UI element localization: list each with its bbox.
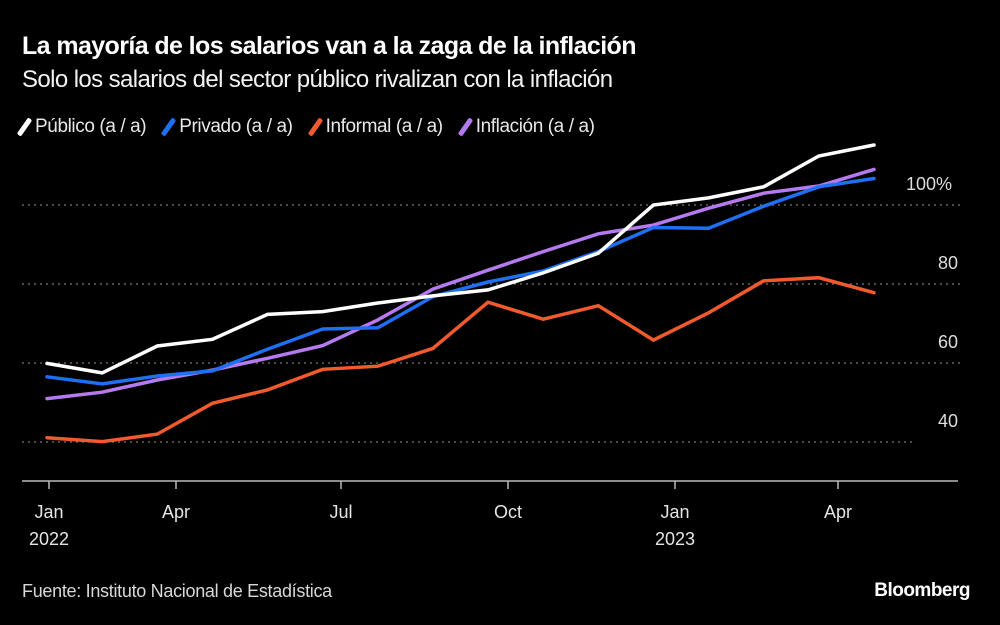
- series-line-informal: [45, 275, 876, 444]
- y-tick-label: 40: [938, 411, 958, 431]
- x-tick-label: Jul: [329, 502, 352, 522]
- x-tick-label: Jan: [34, 502, 63, 522]
- series-line-público: [45, 143, 876, 375]
- x-tick-label: Apr: [824, 502, 852, 522]
- bloomberg-logo: Bloomberg: [874, 580, 970, 601]
- legend-item-privado: Privado (a / a): [160, 116, 293, 138]
- chart-title: La mayoría de los salarios van a la zaga…: [22, 32, 636, 60]
- chart-subtitle: Solo los salarios del sector público riv…: [22, 66, 613, 93]
- x-tick-label: Oct: [494, 502, 522, 522]
- y-tick-label: 100%: [906, 174, 952, 194]
- x-tick-label: Apr: [162, 502, 190, 522]
- legend-item-inflacion: Inflación (a / a): [457, 116, 595, 138]
- series-line-privado: [45, 176, 876, 386]
- legend-label-privado: Privado (a / a): [179, 116, 293, 137]
- x-tick-year-label: 2023: [655, 529, 695, 549]
- source-note: Fuente: Instituto Nacional de Estadístic…: [22, 581, 332, 601]
- legend-label-inflacion: Inflación (a / a): [475, 116, 595, 137]
- legend-label-publico: Público (a / a): [35, 116, 147, 137]
- y-tick-label: 60: [938, 332, 958, 352]
- legend-item-publico: Público (a / a): [16, 116, 147, 138]
- x-tick-year-label: 2022: [29, 529, 69, 549]
- legend-label-informal: Informal (a / a): [325, 116, 444, 137]
- y-tick-label: 80: [938, 253, 958, 273]
- x-tick-label: Jan: [660, 502, 689, 522]
- legend: Público (a / a) Privado (a / a) Informal…: [16, 116, 595, 138]
- legend-item-informal: Informal (a / a): [307, 116, 444, 138]
